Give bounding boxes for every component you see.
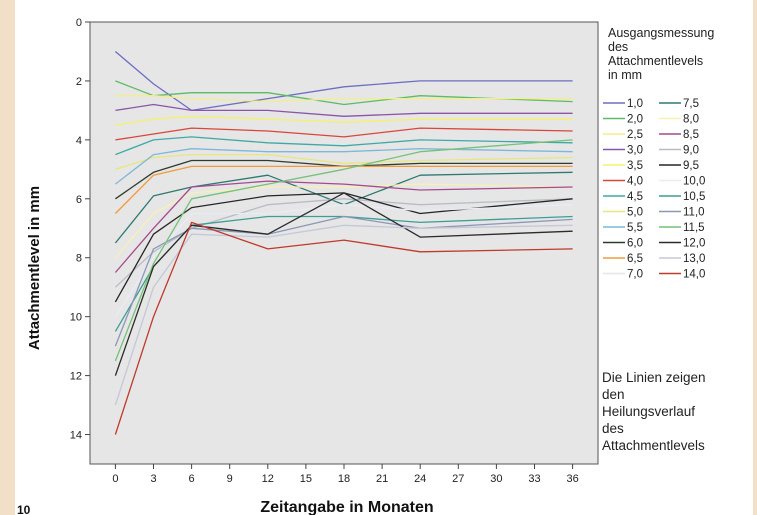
chart-note: Die Linien zeigen den Heilungsverlauf des At… — [602, 370, 706, 453]
series-line-5-5 — [115, 148, 573, 185]
chart-note-line: Heilungsverlauf — [602, 404, 695, 419]
legend-title-line: des — [608, 40, 628, 54]
series-line-3-5 — [115, 115, 573, 126]
y-tick-label: 2 — [76, 76, 82, 88]
legend-item-label: 8,0 — [683, 114, 699, 126]
x-tick-label: 3 — [150, 473, 156, 485]
series-line-3-0 — [115, 103, 573, 117]
legend-item-label: 13,0 — [683, 253, 705, 265]
x-tick-label: 9 — [227, 473, 233, 485]
legend-item-label: 10,0 — [683, 176, 705, 188]
y-tick-label: 14 — [70, 430, 82, 442]
x-tick-label: 33 — [528, 473, 540, 485]
page-number: 10 — [17, 503, 31, 515]
series-line-1-0 — [114, 51, 573, 112]
series-line-8-5 — [114, 180, 573, 273]
series-line-9-0 — [114, 198, 573, 288]
chart-note-line: Die Linien zeigen — [602, 370, 706, 385]
legend-item-label: 9,5 — [683, 160, 699, 172]
series-line-9-5 — [114, 192, 573, 303]
y-tick-label: 12 — [70, 371, 82, 383]
series-line-11-5 — [114, 139, 573, 362]
legend-item-label: 11,0 — [683, 207, 705, 219]
legend-item-label: 7,0 — [627, 269, 643, 281]
y-tick-label: 0 — [76, 17, 82, 29]
series-lines — [114, 51, 573, 435]
legend-item-label: 2,5 — [627, 129, 643, 141]
legend-item-label: 7,5 — [683, 98, 699, 110]
legend-title-line: Attachmentlevels — [608, 54, 703, 68]
x-axis-title: Zeitangabe in Monaten — [260, 499, 433, 515]
series-line-14-0 — [114, 221, 573, 435]
y-tick-label: 10 — [70, 312, 82, 324]
x-tick-label: 12 — [262, 473, 274, 485]
series-line-7-5 — [114, 171, 573, 244]
figure-frame: 0 2 4 6 8 10 12 14 0 3 6 9 12 15 18 21 24 27 30 33 36 Attac… — [15, 0, 753, 515]
series-line-12-0 — [114, 192, 573, 376]
legend-item-label: 9,0 — [683, 145, 699, 157]
x-tick-label: 30 — [490, 473, 502, 485]
x-tick-label: 24 — [414, 473, 426, 485]
x-tick-label: 18 — [338, 473, 350, 485]
legend-title-line: in mm — [608, 68, 642, 82]
legend-item-label: 8,5 — [683, 129, 699, 141]
x-axis: 0 3 6 9 12 15 18 21 24 27 30 33 36 — [112, 464, 579, 485]
legend-item-label: 5,5 — [627, 222, 643, 234]
chart-note-line: des — [602, 421, 624, 436]
legend-item-label: 4,5 — [627, 191, 643, 203]
legend-item-label: 14,0 — [683, 269, 705, 281]
chart-note-line: Attachmentlevels — [602, 438, 705, 453]
legend: 1,0 2,0 2,5 3,0 3,5 4,0 4,5 5,0 5,5 6,0 6,5 7,0 7,5 8… — [603, 98, 705, 281]
legend-title-line: Ausgangsmessung — [608, 26, 714, 40]
legend-item-label: 2,0 — [627, 114, 643, 126]
y-axis-title: Attachmentlevel in mm — [26, 186, 43, 350]
x-tick-label: 36 — [566, 473, 578, 485]
legend-item-label: 6,5 — [627, 253, 643, 265]
x-tick-label: 27 — [452, 473, 464, 485]
x-tick-label: 6 — [189, 473, 195, 485]
x-tick-label: 15 — [300, 473, 312, 485]
x-tick-label: 21 — [376, 473, 388, 485]
legend-item-label: 1,0 — [627, 98, 643, 110]
legend-item-label: 3,5 — [627, 160, 643, 172]
series-line-2-5 — [115, 95, 573, 103]
legend-item-label: 3,0 — [627, 145, 643, 157]
x-tick-label: 0 — [112, 473, 118, 485]
y-axis: 0 2 4 6 8 10 12 14 — [70, 17, 90, 442]
series-line-5-0 — [115, 153, 573, 170]
series-line-8-0 — [114, 183, 573, 259]
y-tick-label: 8 — [76, 253, 82, 265]
legend-item-label: 12,0 — [683, 238, 705, 250]
y-tick-label: 4 — [76, 135, 82, 147]
series-line-4-0 — [115, 127, 573, 141]
series-line-6-0 — [115, 159, 573, 200]
series-line-10-0 — [114, 204, 573, 318]
legend-item-label: 4,0 — [627, 176, 643, 188]
series-line-13-0 — [114, 224, 573, 406]
legend-item-label: 5,0 — [627, 207, 643, 219]
series-line-4-5 — [115, 136, 573, 156]
series-line-7-0 — [114, 168, 573, 229]
chart-note-line: den — [602, 387, 625, 402]
legend-item-label: 10,5 — [683, 191, 705, 203]
series-line-6-5 — [114, 165, 573, 214]
legend-item-label: 11,5 — [683, 222, 705, 234]
y-tick-label: 6 — [76, 194, 82, 206]
legend-item-label: 6,0 — [627, 238, 643, 250]
